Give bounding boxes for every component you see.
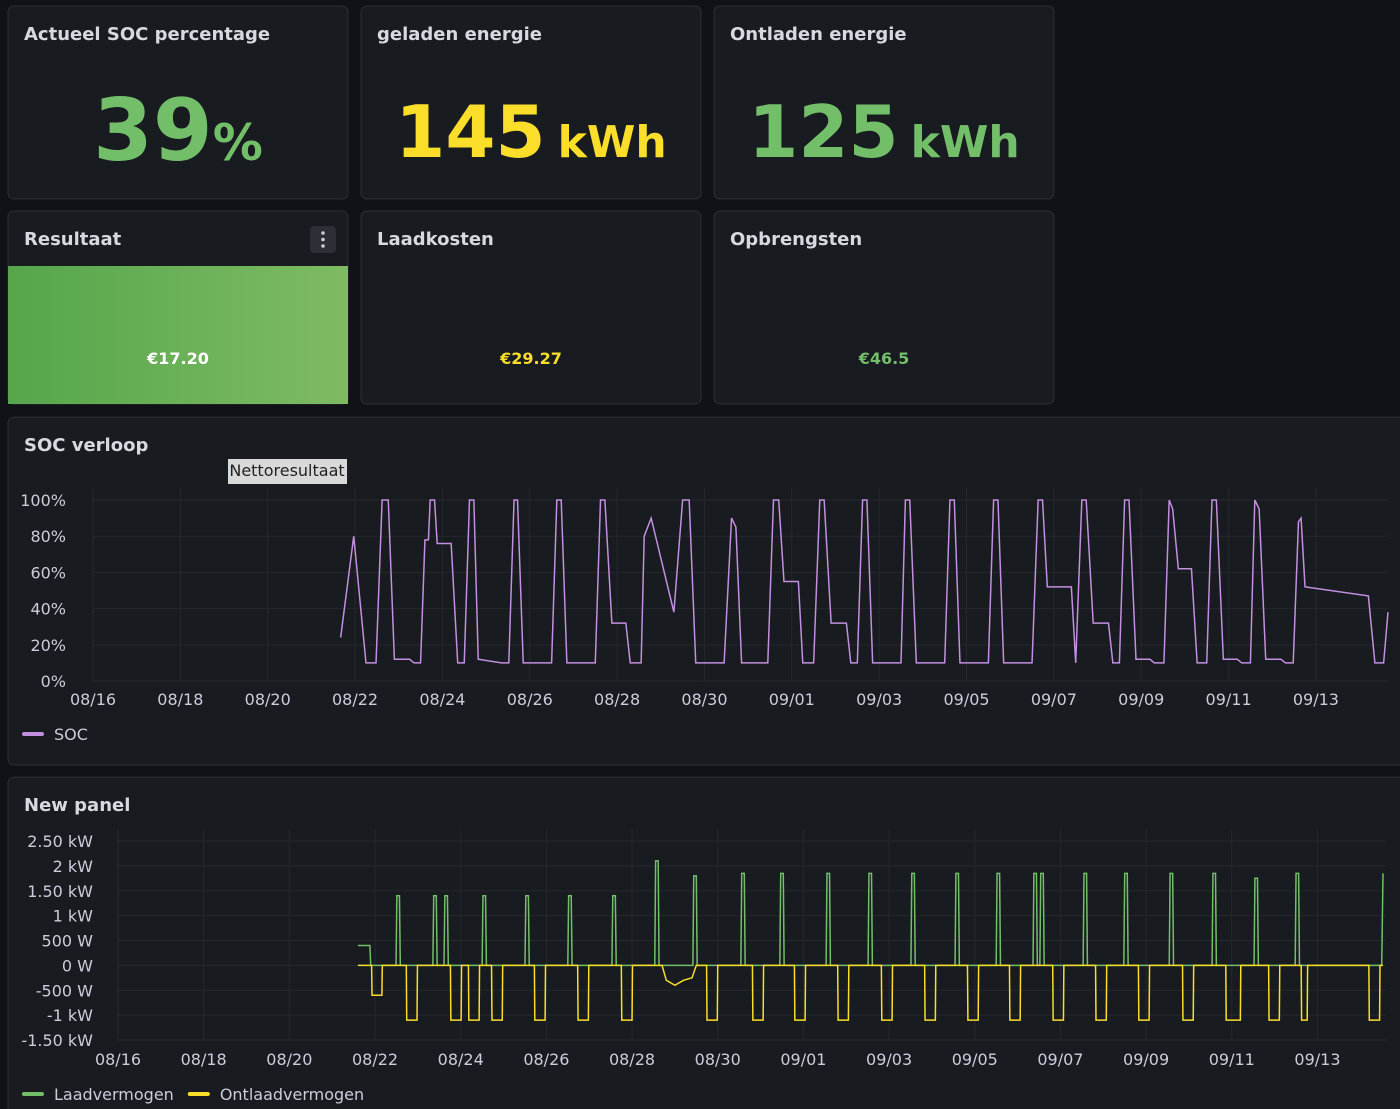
plots: 0% 20% 40% 60% 80% 100% 08/16 08/18 08/20 08/22 08… <box>20 488 1389 1104</box>
x-tick-label: 08/30 <box>695 1050 741 1069</box>
y-tick-label: 0 W <box>62 956 93 975</box>
series-line <box>339 499 1389 664</box>
x-tick-label: 08/22 <box>352 1050 398 1069</box>
stat-panel <box>7 5 349 200</box>
panel-title: Laadkosten <box>377 229 494 250</box>
x-tick-label: 08/24 <box>419 690 465 709</box>
x-tick-label: 09/09 <box>1118 690 1164 709</box>
value: 29.27 <box>511 349 562 368</box>
value: 39 <box>93 81 213 181</box>
stat-value: 39% <box>93 81 263 181</box>
chart-title: New panel <box>24 795 130 816</box>
x-tick-label: 08/22 <box>332 690 378 709</box>
menu-dot <box>321 237 325 242</box>
x-tick-label: 08/24 <box>438 1050 484 1069</box>
x-tick-label: 08/28 <box>594 690 640 709</box>
stat-value: 125 kWh <box>748 90 1019 174</box>
x-tick-label: 08/30 <box>681 690 727 709</box>
y-tick-label: 80% <box>30 527 66 546</box>
y-tick-label: 100% <box>20 491 66 510</box>
menu-dot <box>321 231 325 235</box>
panel-title: Opbrengsten <box>730 229 862 250</box>
y-tick-label: 2 kW <box>53 857 94 876</box>
x-tick-label: 09/03 <box>856 690 902 709</box>
x-tick-label: 08/26 <box>523 1050 569 1069</box>
legend-label: Laadvermogen <box>54 1085 174 1104</box>
y-tick-label: 40% <box>30 600 66 619</box>
legend-label: SOC <box>54 725 88 744</box>
y-tick-label: 1.50 kW <box>27 882 93 901</box>
value: 125 <box>748 90 898 174</box>
unit: kWh <box>911 117 1020 168</box>
value: 17.20 <box>158 349 209 368</box>
x-tick-label: 09/07 <box>1037 1050 1083 1069</box>
value: 145 <box>395 90 545 174</box>
x-tick-label: 09/05 <box>943 690 989 709</box>
x-tick-label: 08/28 <box>609 1050 655 1069</box>
x-tick-label: 09/13 <box>1293 690 1339 709</box>
x-tick-label: 09/13 <box>1294 1050 1340 1069</box>
panel-title: Resultaat <box>24 229 122 250</box>
menu-dot <box>321 244 325 248</box>
stat-panel <box>360 210 702 405</box>
chart-panel <box>7 776 1400 1109</box>
x-tick-label: 09/05 <box>952 1050 998 1069</box>
y-tick-label: -1.50 kW <box>21 1031 93 1050</box>
x-tick-label: 09/11 <box>1209 1050 1255 1069</box>
y-tick-label: -500 W <box>36 981 93 1000</box>
stat-value: €17.20 <box>146 349 209 368</box>
y-tick-label: 0% <box>41 672 66 691</box>
x-tick-label: 09/11 <box>1206 690 1252 709</box>
legend-label: Ontlaadvermogen <box>220 1085 364 1104</box>
stat-panel <box>713 5 1055 200</box>
y-tick-label: 20% <box>30 636 66 655</box>
unit: kWh <box>558 117 667 168</box>
stat-panel <box>360 5 702 200</box>
prefix: € <box>858 349 870 368</box>
tooltip: Nettoresultaat <box>229 461 344 480</box>
x-tick-label: 09/01 <box>769 690 815 709</box>
x-tick-label: 08/16 <box>95 1050 141 1069</box>
panel-title: Ontladen energie <box>730 24 907 45</box>
x-tick-label: 08/18 <box>181 1050 227 1069</box>
x-tick-label: 08/26 <box>507 690 553 709</box>
y-tick-label: 500 W <box>42 932 94 951</box>
panel-title: Actueel SOC percentage <box>24 24 270 45</box>
value: 46.5 <box>870 349 909 368</box>
stat-value: €46.5 <box>858 349 910 368</box>
stat-panel <box>713 210 1055 405</box>
series-line <box>357 964 1383 1021</box>
x-tick-label: 08/16 <box>70 690 116 709</box>
prefix: € <box>146 349 158 368</box>
stat-background <box>8 266 348 404</box>
x-tick-label: 08/18 <box>157 690 203 709</box>
y-tick-label: 1 kW <box>53 907 94 926</box>
chart-title: SOC verloop <box>24 435 148 456</box>
y-tick-label: -1 kW <box>47 1006 93 1025</box>
stat-value: €29.27 <box>499 349 562 368</box>
x-tick-label: 09/07 <box>1031 690 1077 709</box>
x-tick-label: 09/01 <box>780 1050 826 1069</box>
y-tick-label: 60% <box>30 563 66 582</box>
panel-title: geladen energie <box>377 24 542 45</box>
stat-value: 145 kWh <box>395 90 666 174</box>
x-tick-label: 09/09 <box>1123 1050 1169 1069</box>
x-tick-label: 09/03 <box>866 1050 912 1069</box>
y-tick-label: 2.50 kW <box>27 832 93 851</box>
x-tick-label: 08/20 <box>266 1050 312 1069</box>
prefix: € <box>499 349 511 368</box>
x-tick-label: 08/20 <box>245 690 291 709</box>
unit: % <box>213 114 263 172</box>
tooltip-box <box>228 459 347 484</box>
